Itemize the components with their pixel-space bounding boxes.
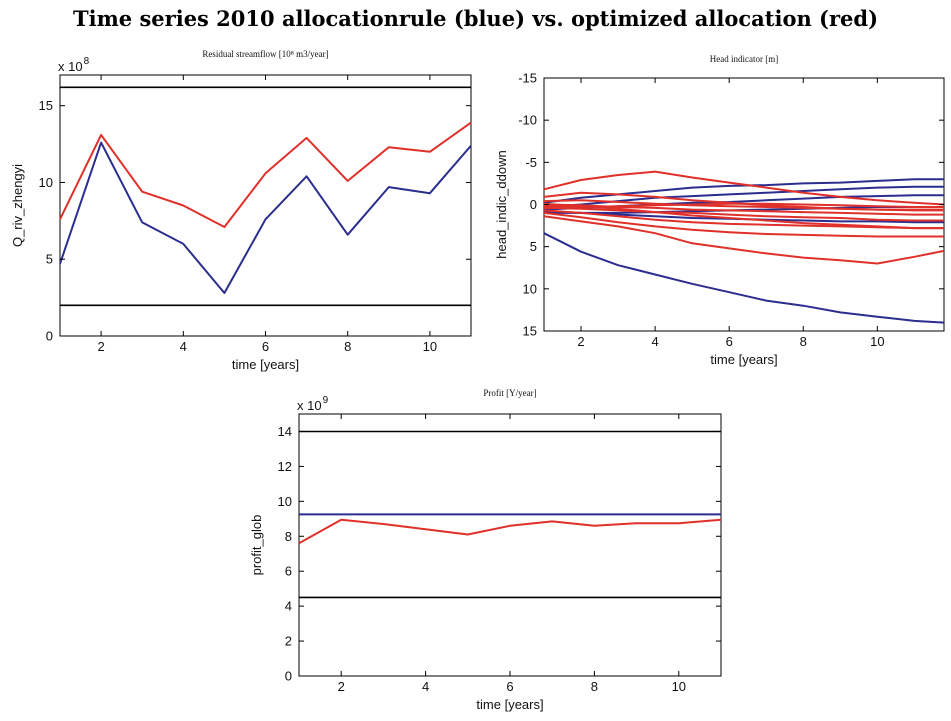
y-tick-label: 10 <box>39 175 53 190</box>
series-line-red <box>59 121 472 228</box>
series-line-red <box>543 206 944 222</box>
series-line-blue <box>59 141 472 294</box>
series-line-red <box>543 199 944 211</box>
page-title: Time series 2010 allocationrule (blue) v… <box>72 6 879 31</box>
y-tick-label: 15 <box>39 98 53 113</box>
x-tick-label: 2 <box>97 339 104 354</box>
series-line-red <box>543 202 944 208</box>
x-tick-label: 8 <box>344 339 351 354</box>
plot-frame <box>59 74 472 337</box>
y-tick-label: 14 <box>278 424 292 439</box>
y-axis-label: profit_glob <box>249 515 264 576</box>
chart-title: Head indicator [m] <box>710 54 778 64</box>
series-line-blue <box>543 232 945 324</box>
x-tick-label: 4 <box>180 339 187 354</box>
y-tick-label: 0 <box>46 329 53 344</box>
x-tick-label: 2 <box>577 334 584 349</box>
x-tick-label: 10 <box>423 339 437 354</box>
x-axis-label: time [years] <box>232 357 299 372</box>
x-tick-label: 6 <box>506 679 513 694</box>
y-tick-label: 4 <box>285 599 292 614</box>
x-tick-label: 4 <box>651 334 658 349</box>
y-tick-label: -10 <box>518 113 537 128</box>
series-line-red <box>543 211 944 238</box>
x-tick-label: 10 <box>672 679 686 694</box>
series-line-red <box>543 215 945 265</box>
y-axis-label: head_indic_ddown <box>494 150 509 258</box>
series-line-red <box>298 518 722 545</box>
x-tick-label: 8 <box>800 334 807 349</box>
x-tick-label: 10 <box>870 334 884 349</box>
x-tick-label: 2 <box>338 679 345 694</box>
chart-streamflow: 2 4 6 8 10 0 5 10 15 Residual streamflow [10⁸ m3/… <box>10 49 472 372</box>
y-tick-label: 0 <box>530 197 537 212</box>
axis-multiplier-exponent: 9 <box>323 395 329 406</box>
y-tick-label: 8 <box>285 529 292 544</box>
axis-multiplier: x 10 <box>297 398 322 413</box>
y-tick-label: 5 <box>46 252 53 267</box>
chart-head: 2 4 6 8 10 -15 -10 -5 0 5 10 15 Head indicator [m] ti… <box>494 54 945 367</box>
y-tick-label: 15 <box>523 324 537 339</box>
x-axis-label: time [years] <box>476 697 543 712</box>
chart-title: Residual streamflow [10⁸ m3/year] <box>202 49 328 59</box>
series-line-red <box>543 170 945 206</box>
y-tick-label: -15 <box>518 71 537 86</box>
chart-profit: 2 4 6 8 10 0 2 4 6 8 10 12 14 Profit [Y/year] time [ye… <box>249 388 722 712</box>
series-line-red <box>543 202 944 230</box>
x-axis-label: time [years] <box>710 352 777 367</box>
x-tick-label: 4 <box>422 679 429 694</box>
axis-multiplier: x 10 <box>58 59 83 74</box>
y-tick-label: 10 <box>523 281 537 296</box>
axis-multiplier-exponent: 8 <box>84 56 90 67</box>
y-tick-label: 5 <box>530 239 537 254</box>
y-tick-label: 0 <box>285 669 292 684</box>
x-tick-label: 8 <box>591 679 598 694</box>
y-tick-label: 12 <box>278 459 292 474</box>
x-tick-label: 6 <box>726 334 733 349</box>
y-tick-label: 10 <box>278 494 292 509</box>
y-tick-label: 2 <box>285 634 292 649</box>
plot-frame <box>298 413 722 677</box>
y-tick-label: -5 <box>525 155 537 170</box>
series-line-blue <box>543 178 944 204</box>
y-tick-label: 6 <box>285 564 292 579</box>
y-axis-label: Q_riv_zhengyi <box>10 164 25 247</box>
x-tick-label: 6 <box>262 339 269 354</box>
chart-title: Profit [Y/year] <box>483 388 536 398</box>
